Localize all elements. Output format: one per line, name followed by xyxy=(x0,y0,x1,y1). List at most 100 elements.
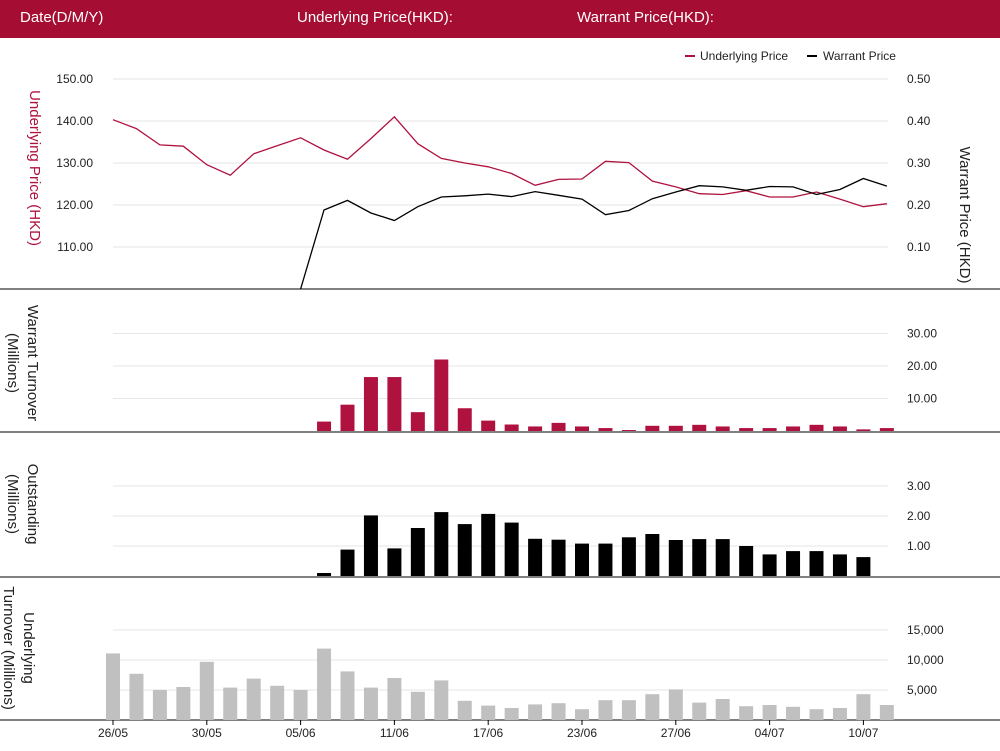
outstanding-tick: 1.00 xyxy=(907,539,931,553)
warrant-turnover-bar xyxy=(715,426,730,431)
underlying-turnover-bar xyxy=(317,648,332,720)
outstanding-bar xyxy=(645,534,660,576)
warrant-price-label: Warrant Price(HKD): xyxy=(577,9,714,26)
right-axis-tick: 0.20 xyxy=(907,198,931,212)
outstanding-bar xyxy=(832,554,847,576)
underlying-turnover-bar xyxy=(340,671,355,720)
legend-warrant-label: Warrant Price xyxy=(823,49,896,63)
outstanding-bar xyxy=(786,551,801,576)
underlying-turnover-bar xyxy=(293,690,308,720)
underlying-turnover-bar xyxy=(739,706,754,720)
underlying-turnover-bar xyxy=(410,691,425,720)
warrant-turnover-bar xyxy=(575,426,589,431)
warrant-turnover-bar xyxy=(504,424,519,431)
outstanding-tick: 3.00 xyxy=(907,479,931,493)
x-axis-tick-label: 26/05 xyxy=(98,726,128,740)
outstanding-bar xyxy=(809,551,824,576)
underlying-turnover-bar xyxy=(363,687,378,720)
warrant-turnover-bar xyxy=(528,426,543,431)
underlying-price-line xyxy=(112,115,887,208)
warrant-turnover-bar xyxy=(692,424,707,431)
underlying-turnover-bar xyxy=(504,708,519,720)
warrant-price-line xyxy=(299,177,888,289)
right-axis-tick: 0.50 xyxy=(907,72,931,86)
x-axis-tick-label: 10/07 xyxy=(848,726,878,740)
warrant-charts: 150.00 140.00 130.00 120.00 110.00 0.50 0.40 0.… xyxy=(0,49,1000,740)
underlying-turnover-bar xyxy=(176,687,191,720)
underlying-turnover-bar xyxy=(692,702,707,720)
x-axis-tick-label: 04/07 xyxy=(755,726,785,740)
underlying-turnover-axis-title-line: Turnover (Millions) xyxy=(0,586,17,710)
warrant-turnover-bar xyxy=(668,425,683,431)
right-axis-tick: 0.40 xyxy=(907,114,931,128)
warrant-turnover-bar xyxy=(317,421,332,431)
right-axis-tick: 0.10 xyxy=(907,240,931,254)
underlying-turnover-bar xyxy=(668,689,683,720)
date-label: Date(D/M/Y) xyxy=(20,9,104,26)
warrant-turnover-tick: 10.00 xyxy=(907,392,937,406)
outstanding-tick: 2.00 xyxy=(907,509,931,523)
right-axis-tick: 0.30 xyxy=(907,156,931,170)
left-axis-tick: 140.00 xyxy=(56,114,93,128)
warrant-turnover-axis-title-line: Warrant Turnover xyxy=(24,305,41,421)
warrant-turnover-bar xyxy=(481,420,496,431)
underlying-turnover-bar xyxy=(106,653,120,720)
underlying-turnover-bar xyxy=(246,678,261,720)
warrant-turnover-bar xyxy=(387,377,402,431)
underlying-turnover-bar xyxy=(715,699,730,720)
outstanding-bar xyxy=(457,524,472,576)
warrant-turnover-tick: 20.00 xyxy=(907,359,937,373)
warrant-turnover-bar xyxy=(621,430,636,431)
x-axis-tick-label: 23/06 xyxy=(567,726,597,740)
warrant-turnover-bar xyxy=(786,426,801,431)
outstanding-axis-title-line: Outstanding xyxy=(24,464,41,545)
warrant-turnover-bar xyxy=(739,428,754,431)
outstanding-bar xyxy=(575,543,589,576)
warrant-turnover-bar xyxy=(856,429,871,431)
left-axis-tick: 120.00 xyxy=(56,198,93,212)
underlying-turnover-bar xyxy=(481,705,496,720)
outstanding-bar xyxy=(410,528,425,576)
underlying-turnover-bar xyxy=(832,708,847,720)
underlying-turnover-bar xyxy=(856,694,871,720)
outstanding-bar xyxy=(692,539,707,576)
underlying-turnover-bar xyxy=(528,704,543,720)
outstanding-bar xyxy=(387,548,402,576)
outstanding-bar xyxy=(739,546,754,576)
right-axis-title: Warrant Price (HKD) xyxy=(956,147,973,284)
underlying-turnover-bar xyxy=(457,700,472,720)
outstanding-bar xyxy=(434,512,449,576)
underlying-turnover-bar xyxy=(809,709,824,720)
warrant-turnover-bar xyxy=(598,428,613,431)
underlying-turnover-tick: 10,000 xyxy=(907,653,944,667)
outstanding-axis-title: Outstanding(Millions) xyxy=(4,464,41,545)
outstanding-bar xyxy=(317,573,332,576)
underlying-turnover-bar xyxy=(551,703,566,720)
x-axis-tick-label: 30/05 xyxy=(192,726,222,740)
underlying-turnover-bar xyxy=(223,687,238,720)
warrant-turnover-bar xyxy=(645,425,660,431)
left-axis-title: Underlying Price (HKD) xyxy=(26,90,43,246)
underlying-turnover-bar xyxy=(645,694,660,720)
warrant-turnover-bar xyxy=(457,408,472,431)
underlying-turnover-tick: 15,000 xyxy=(907,623,944,637)
warrant-turnover-axis-title-line: (Millions) xyxy=(4,333,21,393)
underlying-turnover-bar xyxy=(598,700,613,720)
left-axis-tick: 130.00 xyxy=(56,156,93,170)
outstanding-bar xyxy=(504,522,519,576)
warrant-turnover-bar xyxy=(762,428,777,431)
warrant-turnover-bar xyxy=(832,426,847,431)
underlying-turnover-bar xyxy=(575,709,589,720)
warrant-turnover-bar xyxy=(363,377,378,431)
warrant-turnover-bar xyxy=(340,404,355,431)
left-axis-tick: 110.00 xyxy=(57,240,93,254)
warrant-turnover-bar xyxy=(410,412,425,431)
warrant-turnover-tick: 30.00 xyxy=(907,327,937,341)
underlying-turnover-bar xyxy=(152,690,167,720)
underlying-turnover-axis-title-line: Underlying xyxy=(20,612,37,684)
underlying-turnover-bar xyxy=(879,705,894,720)
outstanding-bar xyxy=(528,538,543,576)
left-axis-tick: 150.00 xyxy=(56,72,93,86)
outstanding-bar xyxy=(762,554,777,576)
